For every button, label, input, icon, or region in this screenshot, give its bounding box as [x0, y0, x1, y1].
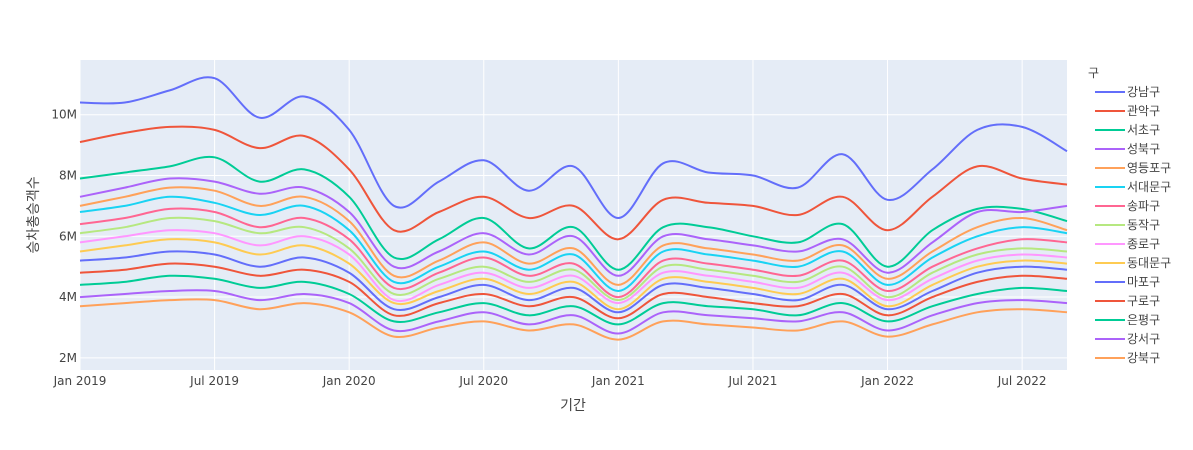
- series-line: [79, 186, 1068, 286]
- legend-item-label[interactable]: 은평구: [1127, 313, 1160, 327]
- legend: 구 강남구관악구서초구성북구영등포구서대문구송파구동작구종로구동대문구마포구구로…: [1088, 66, 1171, 365]
- y-tick-label: 4M: [59, 290, 77, 304]
- legend-item-label[interactable]: 강서구: [1127, 332, 1160, 346]
- series-line: [79, 262, 1068, 320]
- x-tick-label: Jan 2022: [860, 374, 914, 388]
- y-axis-ticks: 2M 4M 6M 8M 10M: [51, 108, 77, 365]
- series-line: [79, 207, 1068, 299]
- y-axis-title: 승차총승객수: [26, 176, 42, 253]
- series-line: [79, 216, 1068, 302]
- y-tick-label: 6M: [59, 229, 77, 243]
- legend-item-label[interactable]: 종로구: [1127, 237, 1160, 251]
- x-tick-label: Jul 2021: [728, 374, 778, 388]
- y-tick-label: 2M: [59, 351, 77, 365]
- legend-item-label[interactable]: 강남구: [1127, 85, 1160, 99]
- x-tick-label: Jul 2020: [458, 374, 508, 388]
- series-line: [79, 250, 1068, 314]
- legend-item-label[interactable]: 관악구: [1127, 104, 1160, 118]
- x-tick-label: Jul 2022: [997, 374, 1047, 388]
- y-tick-label: 10M: [51, 108, 77, 122]
- legend-item-label[interactable]: 성북구: [1127, 142, 1160, 156]
- series-line: [79, 125, 1068, 241]
- series-line: [79, 298, 1068, 341]
- x-axis-ticks: Jan 2019 Jul 2019 Jan 2020 Jul 2020 Jan 2021…: [53, 374, 1047, 388]
- legend-title: 구: [1088, 66, 1099, 80]
- legend-item-label[interactable]: 서대문구: [1127, 180, 1171, 194]
- legend-item-label[interactable]: 구로구: [1127, 294, 1160, 308]
- legend-item-label[interactable]: 동작구: [1127, 218, 1160, 232]
- series-line: [79, 289, 1068, 335]
- series-line: [79, 274, 1068, 326]
- x-tick-label: Jul 2019: [189, 374, 239, 388]
- legend-item-label[interactable]: 서초구: [1127, 123, 1160, 137]
- series-line: [79, 229, 1068, 305]
- legend-item-label[interactable]: 마포구: [1127, 275, 1160, 289]
- series-line: [79, 238, 1068, 311]
- legend-item-label[interactable]: 영등포구: [1127, 161, 1171, 175]
- legend-item-label[interactable]: 송파구: [1127, 199, 1160, 213]
- x-tick-label: Jan 2019: [53, 374, 107, 388]
- y-tick-label: 8M: [59, 168, 77, 182]
- series-line: [79, 155, 1068, 271]
- x-axis-title: 기간: [560, 398, 586, 414]
- x-tick-label: Jan 2021: [591, 374, 645, 388]
- legend-item-label[interactable]: 강북구: [1127, 351, 1160, 365]
- legend-item-label[interactable]: 동대문구: [1127, 256, 1171, 270]
- series-line: [79, 195, 1068, 293]
- series-line: [79, 76, 1068, 220]
- x-tick-label: Jan 2020: [322, 374, 376, 388]
- series-line: [79, 177, 1068, 277]
- series-lines: [79, 76, 1068, 341]
